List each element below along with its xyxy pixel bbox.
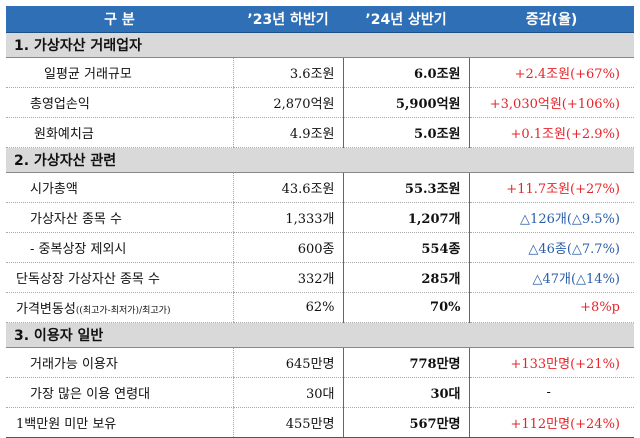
table-row: 일평균 거래규모 3.6조원 6.0조원 +2.4조원(+67%) — [6, 57, 634, 88]
value-2023h2: 600종 — [232, 232, 343, 263]
header-change: 증감(율) — [469, 6, 634, 33]
value-change: +0.1조원(+2.9%) — [468, 117, 634, 148]
table-row: 가장 많은 이용 연령대 30대 30대 - — [6, 377, 634, 408]
table-row: 거래가능 이용자 645만명 778만명 +133만명(+21%) — [6, 347, 634, 378]
section-row: 3. 이용자 일반 — [6, 322, 634, 348]
row-label: 가장 많은 이용 연령대 — [6, 377, 233, 408]
header-category: 구 분 — [6, 6, 233, 33]
value-change: △46종(△7.7%) — [468, 232, 634, 263]
row-label: 시가총액 — [6, 172, 233, 203]
table-row: 시가총액 43.6조원 55.3조원 +11.7조원(+27%) — [6, 172, 634, 203]
value-change: +2.4조원(+67%) — [468, 57, 634, 88]
value-2023h2: 43.6조원 — [232, 172, 343, 203]
row-label-main: 가격변동성 — [16, 302, 76, 317]
value-2023h2: 332개 — [232, 262, 343, 293]
table-row: 1백만원 미만 보유 455만명 567만명 +112만명(+24%) — [6, 407, 634, 438]
value-2024h1: 30대 — [342, 377, 469, 408]
row-label: 일평균 거래규모 — [6, 57, 233, 88]
value-2024h1: 5,900억원 — [342, 87, 469, 118]
table-row: 원화예치금 4.9조원 5.0조원 +0.1조원(+2.9%) — [6, 117, 634, 148]
section-row: 2. 가상자산 관련 — [6, 147, 634, 173]
section-row: 1. 가상자산 거래업자 — [6, 32, 634, 58]
row-label: 단독상장 가상자산 종목 수 — [6, 262, 233, 293]
value-change: △47개(△14%) — [468, 262, 634, 293]
value-2023h2: 3.6조원 — [232, 57, 343, 88]
value-2024h1: 554종 — [342, 232, 469, 263]
value-change: +112만명(+24%) — [468, 407, 634, 438]
value-2023h2: 1,333개 — [232, 202, 343, 233]
value-change: +8%p — [468, 292, 634, 323]
value-change: +11.7조원(+27%) — [468, 172, 634, 203]
crypto-market-table: 구 분 ’23년 하반기 ’24년 상반기 증감(율) 1. 가상자산 거래업자… — [6, 6, 634, 438]
value-2024h1: 1,207개 — [342, 202, 469, 233]
value-2024h1: 5.0조원 — [342, 117, 469, 148]
table-row: 가격변동성((최고가-최저가)/최고가) 62% 70% +8%p — [6, 292, 634, 323]
table-row: 가상자산 종목 수 1,333개 1,207개 △126개(△9.5%) — [6, 202, 634, 233]
header-2024h1: ’24년 상반기 — [343, 6, 469, 33]
table-row: 총영업손익 2,870억원 5,900억원 +3,030억원(+106%) — [6, 87, 634, 118]
value-2023h2: 4.9조원 — [232, 117, 343, 148]
row-label: 원화예치금 — [6, 117, 233, 148]
table-row: - 중복상장 제외시 600종 554종 △46종(△7.7%) — [6, 232, 634, 263]
value-2023h2: 2,870억원 — [232, 87, 343, 118]
row-label: 거래가능 이용자 — [6, 347, 233, 378]
row-label: - 중복상장 제외시 — [6, 232, 233, 263]
header-row: 구 분 ’23년 하반기 ’24년 상반기 증감(율) — [6, 6, 634, 33]
value-2023h2: 455만명 — [232, 407, 343, 438]
value-2023h2: 645만명 — [232, 347, 343, 378]
value-change: △126개(△9.5%) — [468, 202, 634, 233]
row-label-note: ((최고가-최저가)/최고가) — [75, 306, 171, 316]
stats-table-container: 구 분 ’23년 하반기 ’24년 상반기 증감(율) 1. 가상자산 거래업자… — [6, 6, 634, 438]
value-2023h2: 30대 — [232, 377, 343, 408]
value-change: - — [468, 377, 634, 408]
value-2024h1: 55.3조원 — [342, 172, 469, 203]
value-change: +133만명(+21%) — [468, 347, 634, 378]
value-2024h1: 6.0조원 — [342, 57, 469, 88]
value-2024h1: 567만명 — [342, 407, 469, 438]
row-label: 가격변동성((최고가-최저가)/최고가) — [6, 292, 233, 323]
table-row: 단독상장 가상자산 종목 수 332개 285개 △47개(△14%) — [6, 262, 634, 293]
section-title-exchanges: 1. 가상자산 거래업자 — [6, 32, 634, 58]
row-label: 가상자산 종목 수 — [6, 202, 233, 233]
value-2023h2: 62% — [232, 292, 343, 323]
row-label: 1백만원 미만 보유 — [6, 407, 233, 438]
section-title-assets: 2. 가상자산 관련 — [6, 147, 634, 173]
value-2024h1: 70% — [342, 292, 469, 323]
value-2024h1: 285개 — [342, 262, 469, 293]
row-label: 총영업손익 — [6, 87, 233, 118]
header-2023h2: ’23년 하반기 — [233, 6, 343, 33]
value-2024h1: 778만명 — [342, 347, 469, 378]
value-change: +3,030억원(+106%) — [468, 87, 634, 118]
section-title-users: 3. 이용자 일반 — [6, 322, 634, 348]
